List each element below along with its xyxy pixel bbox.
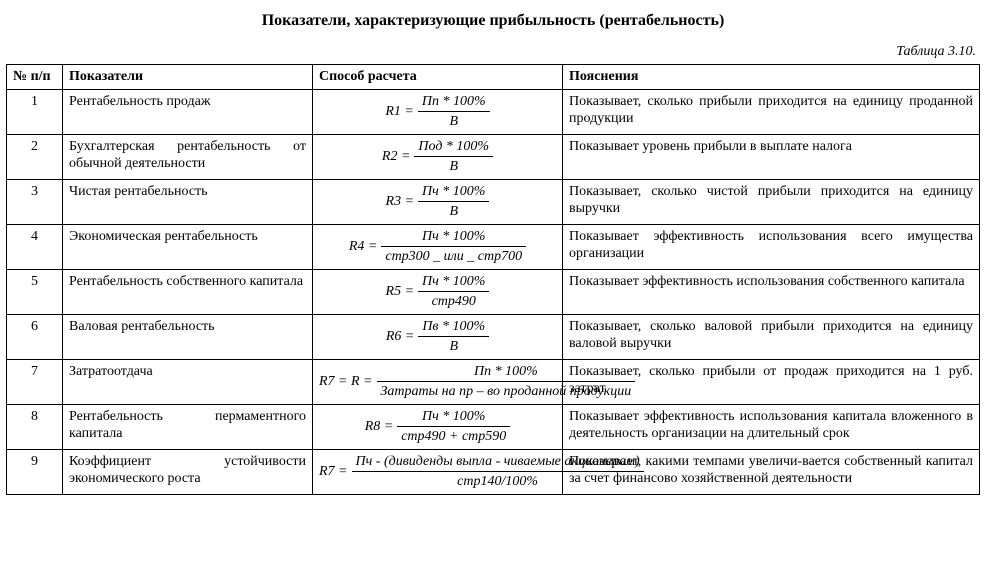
formula-fraction: Пч * 100%стр300 _ или _ стр700	[381, 228, 526, 266]
cell-explain: Показывает эффективность использования к…	[563, 404, 980, 449]
cell-formula: R3 =Пч * 100%В	[313, 179, 563, 224]
formula-denominator: стр490	[418, 292, 489, 311]
cell-formula: R1 =Пп * 100%В	[313, 89, 563, 134]
col-header-indicator: Показатели	[63, 65, 313, 90]
formula-lhs: R4 =	[349, 238, 382, 256]
formula-denominator: В	[418, 112, 490, 131]
cell-explain: Показывает, сколько чистой прибыли прихо…	[563, 179, 980, 224]
cell-indicator: Затратоотдача	[63, 359, 313, 404]
cell-num: 4	[7, 224, 63, 269]
table-header-row: № п/п Показатели Способ расчета Пояснени…	[7, 65, 980, 90]
cell-indicator: Экономическая рентабельность	[63, 224, 313, 269]
table-body: 1Рентабельность продажR1 =Пп * 100%ВПока…	[7, 89, 980, 494]
formula-fraction: Пч * 100%В	[418, 183, 489, 221]
cell-indicator: Рентабельность пермаментного капитала	[63, 404, 313, 449]
cell-formula: R5 =Пч * 100%стр490	[313, 269, 563, 314]
cell-formula: R8 =Пч * 100%стр490 + стр590	[313, 404, 563, 449]
table-row: 2Бухгалтерская рентабельность от обычной…	[7, 134, 980, 179]
cell-indicator: Валовая рентабельность	[63, 314, 313, 359]
cell-formula: R2 =Под * 100%В	[313, 134, 563, 179]
formula-denominator: В	[414, 157, 493, 176]
formula-lhs: R7 = R =	[319, 373, 377, 391]
formula-numerator: Пч * 100%	[381, 228, 526, 248]
formula-lhs: R1 =	[385, 103, 418, 121]
cell-indicator: Рентабельность собственного капитала	[63, 269, 313, 314]
cell-num: 8	[7, 404, 63, 449]
col-header-explain: Пояснения	[563, 65, 980, 90]
formula-lhs: R7 =	[319, 463, 352, 481]
table-row: 4Экономическая рентабельностьR4 =Пч * 10…	[7, 224, 980, 269]
cell-explain: Показывает уровень прибыли в выплате нал…	[563, 134, 980, 179]
cell-indicator: Коэффициент устойчивости экономического …	[63, 449, 313, 494]
cell-num: 1	[7, 89, 63, 134]
formula-fraction: Пп * 100%В	[418, 93, 490, 131]
cell-num: 5	[7, 269, 63, 314]
cell-num: 6	[7, 314, 63, 359]
formula-numerator: Пч * 100%	[418, 183, 489, 203]
cell-formula: R6 =Пв * 100%В	[313, 314, 563, 359]
table-caption: Таблица 3.10.	[6, 44, 976, 60]
cell-num: 7	[7, 359, 63, 404]
cell-explain: Показывает, сколько валовой прибыли прих…	[563, 314, 980, 359]
cell-explain: Показывает, сколько прибыли приходится н…	[563, 89, 980, 134]
formula-numerator: Пв * 100%	[418, 318, 489, 338]
formula-fraction: Пч * 100%стр490 + стр590	[397, 408, 510, 446]
table-row: 3Чистая рентабельностьR3 =Пч * 100%ВПока…	[7, 179, 980, 224]
formula-denominator: В	[418, 202, 489, 221]
cell-num: 9	[7, 449, 63, 494]
table-row: 6Валовая рентабельностьR6 =Пв * 100%ВПок…	[7, 314, 980, 359]
cell-formula: R7 =Пч - (дивиденды выпла - чиваемые акц…	[313, 449, 563, 494]
formula-numerator: Пп * 100%	[418, 93, 490, 113]
profitability-table: № п/п Показатели Способ расчета Пояснени…	[6, 64, 980, 495]
formula-lhs: R6 =	[386, 328, 419, 346]
cell-explain: Показывает эффективность использования в…	[563, 224, 980, 269]
page-title: Показатели, характеризующие прибыльность…	[6, 12, 980, 30]
formula-lhs: R2 =	[382, 148, 415, 166]
formula-denominator: В	[418, 337, 489, 356]
formula-lhs: R5 =	[386, 283, 419, 301]
col-header-method: Способ расчета	[313, 65, 563, 90]
formula-numerator: Под * 100%	[414, 138, 493, 158]
formula-denominator: стр490 + стр590	[397, 427, 510, 446]
formula-lhs: R3 =	[386, 193, 419, 211]
cell-num: 2	[7, 134, 63, 179]
table-row: 5Рентабельность собственного капиталаR5 …	[7, 269, 980, 314]
formula-numerator: Пч * 100%	[418, 273, 489, 293]
cell-indicator: Чистая рентабельность	[63, 179, 313, 224]
table-row: 9Коэффициент устойчивости экономического…	[7, 449, 980, 494]
table-row: 7ЗатратоотдачаR7 = R =Пп * 100%Затраты н…	[7, 359, 980, 404]
table-row: 8Рентабельность пермаментного капиталаR8…	[7, 404, 980, 449]
col-header-num: № п/п	[7, 65, 63, 90]
cell-explain: Показывает, какими темпами увеличи-ваетс…	[563, 449, 980, 494]
formula-numerator: Пч * 100%	[397, 408, 510, 428]
cell-num: 3	[7, 179, 63, 224]
formula-lhs: R8 =	[365, 418, 398, 436]
table-row: 1Рентабельность продажR1 =Пп * 100%ВПока…	[7, 89, 980, 134]
formula-fraction: Пч * 100%стр490	[418, 273, 489, 311]
formula-fraction: Пв * 100%В	[418, 318, 489, 356]
cell-formula: R7 = R =Пп * 100%Затраты на пр – во прод…	[313, 359, 563, 404]
cell-explain: Показывает эффективность использования с…	[563, 269, 980, 314]
formula-denominator: стр300 _ или _ стр700	[381, 247, 526, 266]
formula-fraction: Под * 100%В	[414, 138, 493, 176]
cell-indicator: Бухгалтерская рентабельность от обычной …	[63, 134, 313, 179]
cell-formula: R4 =Пч * 100%стр300 _ или _ стр700	[313, 224, 563, 269]
cell-indicator: Рентабельность продаж	[63, 89, 313, 134]
